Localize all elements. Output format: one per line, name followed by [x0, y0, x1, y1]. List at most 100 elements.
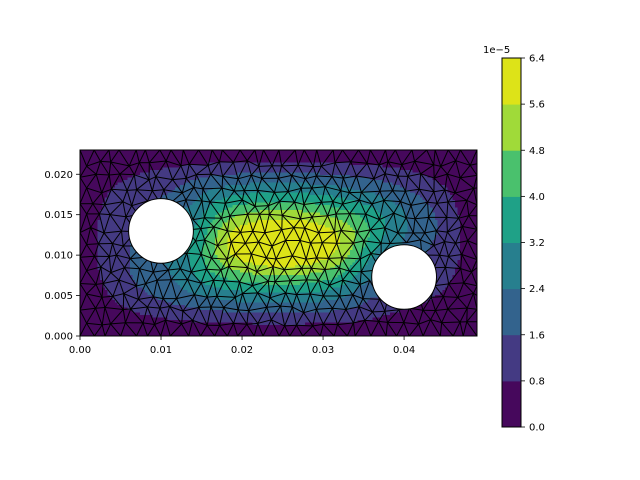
contour-cell: [200, 215, 204, 219]
contour-cell: [90, 310, 94, 314]
contour-cell: [145, 167, 149, 171]
contour-cell: [227, 180, 231, 184]
contour-cell: [192, 320, 196, 324]
contour-cell: [155, 332, 159, 336]
contour-cell: [177, 290, 181, 294]
contour-cell: [202, 277, 206, 281]
contour-cell: [160, 172, 164, 176]
contour-cell: [222, 245, 226, 249]
contour-cell: [137, 287, 141, 291]
contour-cell: [112, 207, 116, 211]
contour-cell: [105, 197, 109, 201]
contour-cell: [215, 235, 219, 239]
contour-cell: [222, 162, 226, 166]
contour-cell: [220, 307, 224, 311]
contour-cell: [80, 200, 84, 204]
contour-cell: [85, 235, 89, 239]
contour-cell: [130, 317, 134, 321]
contour-cell: [140, 307, 144, 311]
contour-cell: [90, 237, 94, 241]
contour-cell: [235, 162, 239, 166]
contour-cell: [205, 310, 209, 314]
contour-cell: [225, 235, 229, 239]
contour-cell: [172, 270, 176, 274]
contour-cell: [202, 325, 206, 329]
contour-cell: [122, 277, 126, 281]
contour-cell: [245, 150, 249, 154]
contour-cell: [165, 302, 169, 306]
contour-cell: [182, 160, 186, 164]
contour-cell: [145, 312, 149, 316]
contour-cell: [212, 307, 216, 311]
contour-cell: [100, 297, 104, 301]
contour-cell: [142, 292, 146, 296]
contour-cell: [205, 150, 209, 154]
contour-cell: [142, 152, 146, 156]
contour-cell: [110, 237, 114, 241]
contour-cell: [122, 262, 126, 266]
contour-cell: [230, 317, 234, 321]
contour-cell: [175, 172, 179, 176]
contour-cell: [100, 237, 104, 241]
contour-cell: [215, 327, 219, 331]
contour-cell: [222, 297, 226, 301]
contour-cell: [150, 290, 154, 294]
contour-cell: [107, 247, 111, 251]
contour-cell: [225, 160, 229, 164]
contour-cell: [172, 187, 176, 191]
contour-cell: [210, 272, 214, 276]
contour-cell: [112, 307, 116, 311]
contour-cell: [112, 245, 116, 249]
contour-cell: [172, 295, 176, 299]
contour-cell: [217, 215, 221, 219]
contour-cell: [207, 287, 211, 291]
contour-cell: [210, 220, 214, 224]
contour-cell: [122, 212, 126, 216]
contour-cell: [177, 272, 181, 276]
contour-cell: [132, 305, 136, 309]
contour-cell: [92, 230, 96, 234]
contour-cell: [92, 315, 96, 319]
contour-cell: [130, 280, 134, 284]
contour-cell: [112, 277, 116, 281]
contour-cell: [107, 207, 111, 211]
contour-cell: [195, 285, 199, 289]
contour-cell: [125, 305, 129, 309]
contour-cell: [102, 207, 106, 211]
contour-cell: [235, 170, 239, 174]
contour-cell: [90, 247, 94, 251]
contour-cell: [195, 272, 199, 276]
contour-cell: [217, 180, 221, 184]
contour-cell: [237, 165, 241, 169]
contour-cell: [95, 300, 99, 304]
contour-cell: [185, 270, 189, 274]
contour-cell: [105, 260, 109, 264]
contour-cell: [122, 332, 126, 336]
contour-cell: [85, 280, 89, 284]
contour-cell: [122, 175, 126, 179]
contour-cell: [97, 320, 101, 324]
contour-cell: [235, 210, 239, 214]
contour-cell: [185, 325, 189, 329]
contour-cell: [202, 327, 206, 331]
contour-cell: [180, 175, 184, 179]
contour-cell: [147, 185, 151, 189]
contour-cell: [185, 275, 189, 279]
contour-cell: [80, 220, 84, 224]
contour-cell: [232, 197, 236, 201]
contour-cell: [240, 230, 244, 234]
contour-cell: [90, 295, 94, 299]
contour-cell: [157, 272, 161, 276]
contour-cell: [195, 177, 199, 181]
contour-cell: [112, 175, 116, 179]
contour-cell: [90, 272, 94, 276]
contour-cell: [85, 182, 89, 186]
contour-cell: [180, 285, 184, 289]
contour-cell: [155, 315, 159, 319]
contour-cell: [232, 165, 236, 169]
contour-cell: [130, 170, 134, 174]
contour-cell: [155, 285, 159, 289]
contour-cell: [102, 225, 106, 229]
contour-cell: [165, 277, 169, 281]
